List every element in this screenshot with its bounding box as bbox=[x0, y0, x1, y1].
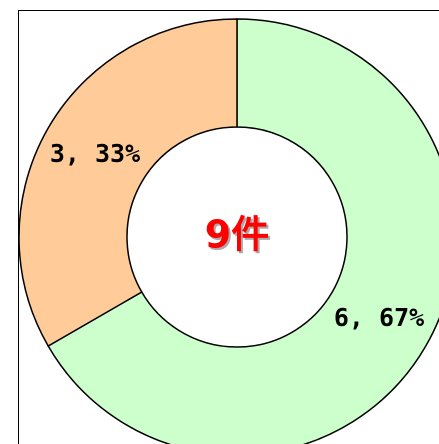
center-label: 9件 bbox=[205, 213, 269, 257]
center-label-shadow: 9件 bbox=[207, 215, 271, 259]
value-label: 6, 67% bbox=[334, 303, 424, 332]
slice bbox=[18, 18, 238, 348]
slice bbox=[47, 18, 439, 444]
value-label: 3, 33% bbox=[50, 139, 140, 168]
